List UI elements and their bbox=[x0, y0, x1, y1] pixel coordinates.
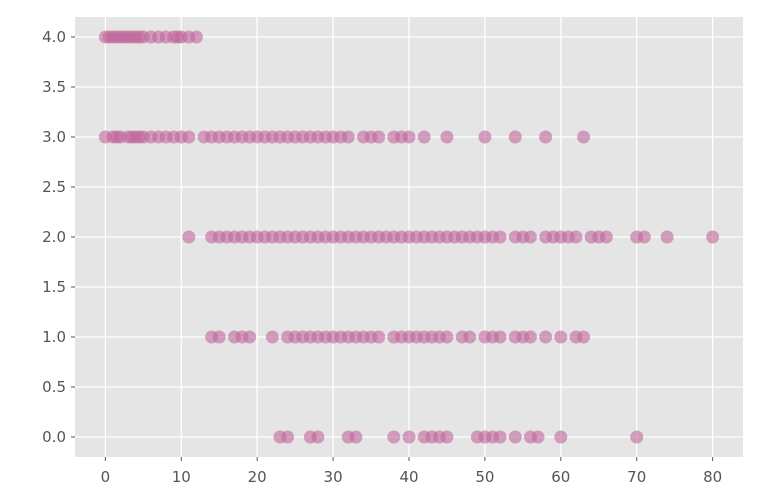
data-point bbox=[281, 430, 295, 444]
data-point bbox=[341, 130, 355, 144]
x-tick-label: 10 bbox=[172, 468, 191, 486]
y-tick-label: 3.5 bbox=[42, 78, 66, 96]
data-point bbox=[372, 330, 386, 344]
data-point bbox=[508, 130, 522, 144]
data-point bbox=[577, 130, 591, 144]
data-point bbox=[539, 330, 553, 344]
data-point bbox=[417, 130, 431, 144]
x-tick-label: 60 bbox=[551, 468, 570, 486]
data-point bbox=[554, 430, 568, 444]
data-point bbox=[478, 130, 492, 144]
x-tick-label: 0 bbox=[101, 468, 111, 486]
data-point bbox=[440, 130, 454, 144]
data-point bbox=[265, 330, 279, 344]
data-point bbox=[577, 330, 591, 344]
x-tick-label: 70 bbox=[627, 468, 646, 486]
data-point bbox=[630, 430, 644, 444]
y-axis: 0.0 0.5 1.0 1.5 2.0 2.5 3.0 3.5 4.0 bbox=[42, 28, 75, 446]
y-tick-label: 1.0 bbox=[42, 328, 66, 346]
y-tick-label: 0.5 bbox=[42, 378, 66, 396]
data-point bbox=[402, 430, 416, 444]
data-point bbox=[212, 330, 226, 344]
y-tick-label: 3.0 bbox=[42, 128, 66, 146]
y-tick-label: 1.5 bbox=[42, 278, 66, 296]
y-tick-label: 4.0 bbox=[42, 28, 66, 46]
x-tick-label: 80 bbox=[703, 468, 722, 486]
data-point bbox=[660, 230, 674, 244]
data-point bbox=[539, 130, 553, 144]
data-point bbox=[493, 230, 507, 244]
data-point bbox=[637, 230, 651, 244]
data-point bbox=[243, 330, 257, 344]
data-point bbox=[599, 230, 613, 244]
data-point bbox=[523, 230, 537, 244]
data-point bbox=[349, 430, 363, 444]
data-point bbox=[402, 130, 416, 144]
data-point bbox=[463, 330, 477, 344]
data-point bbox=[311, 430, 325, 444]
data-point bbox=[508, 430, 522, 444]
data-point bbox=[493, 430, 507, 444]
y-tick-label: 0.0 bbox=[42, 428, 66, 446]
data-point bbox=[372, 130, 386, 144]
data-point bbox=[387, 430, 401, 444]
data-point bbox=[493, 330, 507, 344]
x-tick-label: 30 bbox=[324, 468, 343, 486]
data-point bbox=[523, 330, 537, 344]
x-tick-label: 20 bbox=[248, 468, 267, 486]
y-tick-label: 2.5 bbox=[42, 178, 66, 196]
data-point bbox=[189, 30, 203, 44]
x-axis: 0 10 20 30 40 50 60 70 80 bbox=[101, 457, 722, 486]
data-point bbox=[182, 130, 196, 144]
data-point bbox=[440, 430, 454, 444]
x-tick-label: 40 bbox=[399, 468, 418, 486]
data-point bbox=[440, 330, 454, 344]
data-point bbox=[706, 230, 720, 244]
data-point bbox=[182, 230, 196, 244]
data-point bbox=[569, 230, 583, 244]
data-point bbox=[554, 330, 568, 344]
y-tick-label: 2.0 bbox=[42, 228, 66, 246]
x-tick-label: 50 bbox=[475, 468, 494, 486]
data-point bbox=[531, 430, 545, 444]
data-points bbox=[98, 30, 720, 444]
